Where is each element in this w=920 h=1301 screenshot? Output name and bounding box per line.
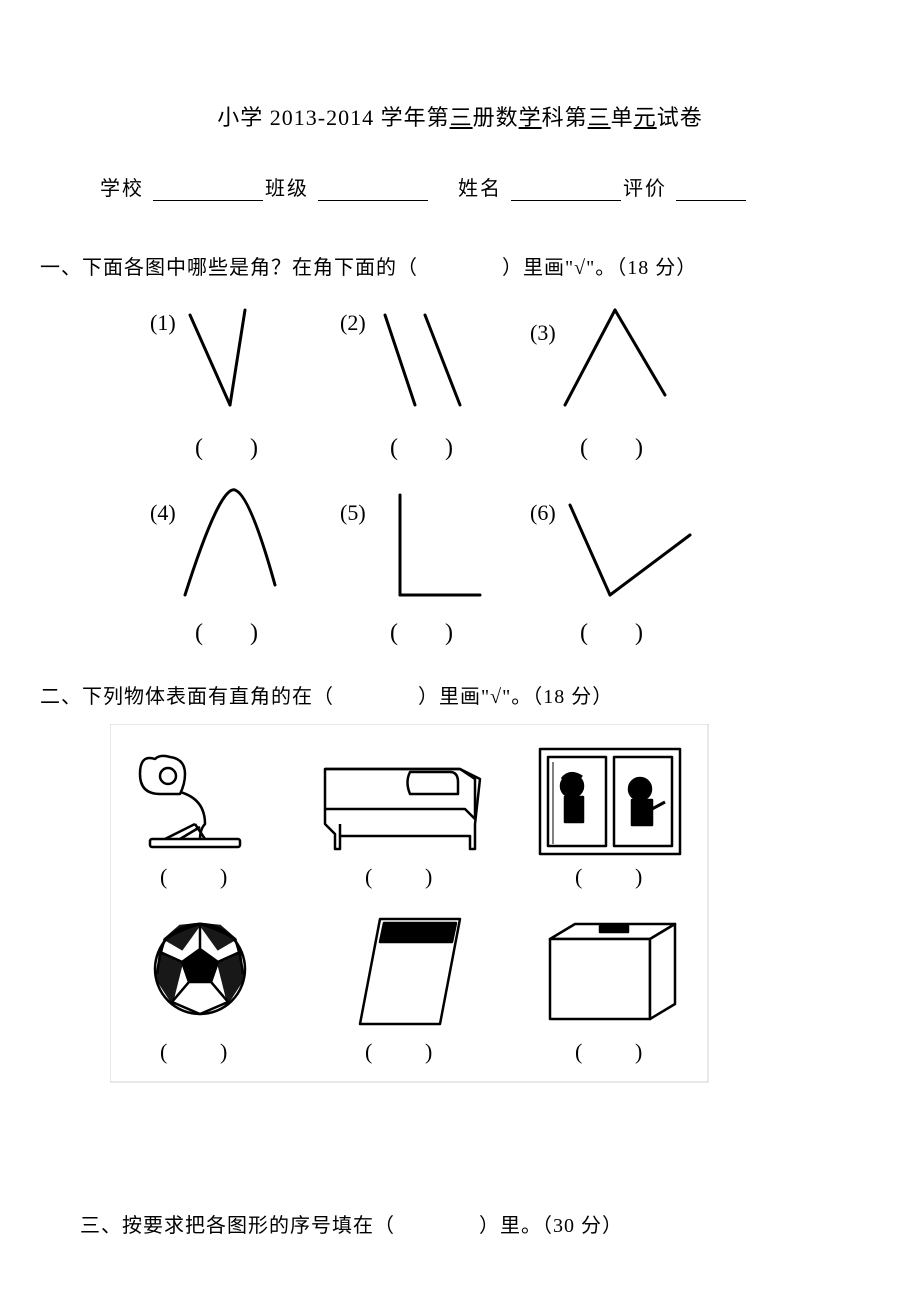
q1-paren-6r: ) xyxy=(635,620,643,646)
label-school: 学校 xyxy=(100,178,144,200)
bed-icon xyxy=(325,769,480,849)
q1-label-3: (3) xyxy=(530,320,556,345)
blank-name xyxy=(511,200,621,201)
q1-label-5: (5) xyxy=(340,500,366,525)
q1-label-4: (4) xyxy=(150,500,176,525)
box-icon xyxy=(550,924,675,1019)
q1-label-2: (2) xyxy=(340,310,366,335)
q1-paren-6l: ( xyxy=(580,620,588,646)
soccer-icon xyxy=(155,924,245,1014)
q1-paren-4r: ) xyxy=(250,620,258,646)
q2-text: 二、下列物体表面有直角的在（ ）里画"√"。（18 分） xyxy=(40,680,880,709)
svg-text:(: ( xyxy=(160,1039,167,1064)
svg-text:): ) xyxy=(635,1039,642,1064)
title-mid2: 科第 xyxy=(542,105,588,130)
q1-paren-2l: ( xyxy=(390,435,398,461)
book-icon: 练习 xyxy=(360,919,460,1024)
title-u3: 三 xyxy=(588,105,611,130)
q1-paren-5r: ) xyxy=(445,620,453,646)
q1-paren-5l: ( xyxy=(390,620,398,646)
svg-text:): ) xyxy=(425,864,432,889)
svg-text:): ) xyxy=(220,864,227,889)
svg-text:): ) xyxy=(425,1039,432,1064)
info-line: 学校 班级 姓名 评价 xyxy=(100,172,880,201)
q1-text: 一、下面各图中哪些是角？在角下面的（ ）里画"√"。（18 分） xyxy=(40,251,880,280)
label-class: 班级 xyxy=(265,178,309,200)
q1-paren-4l: ( xyxy=(195,620,203,646)
q1-paren-1l: ( xyxy=(195,435,203,461)
svg-text:(: ( xyxy=(160,864,167,889)
svg-text:(: ( xyxy=(575,864,582,889)
svg-text:(: ( xyxy=(365,1039,372,1064)
title-suffix: 试卷 xyxy=(657,105,703,130)
title-mid1: 册数 xyxy=(473,105,519,130)
blank-class xyxy=(318,200,428,201)
q2-figure: ( ) ( ) ( ) xyxy=(110,724,880,1089)
title-u2: 学 xyxy=(519,105,542,130)
q1-paren-3r: ) xyxy=(635,435,643,461)
q1-figure: (1) ( ) (2) ( ) (3) ( ) (4) ( ) (5 xyxy=(110,295,880,665)
exam-title: 小学 2013-2014 学年第三册数学科第三单元试卷 xyxy=(40,100,880,132)
title-mid3: 单 xyxy=(611,105,634,130)
q1-paren-1r: ) xyxy=(250,435,258,461)
window-icon xyxy=(540,749,680,854)
svg-text:(: ( xyxy=(365,864,372,889)
blank-school xyxy=(153,200,263,201)
blank-grade xyxy=(676,200,746,201)
q1-paren-2r: ) xyxy=(445,435,453,461)
q1-label-6: (6) xyxy=(530,500,556,525)
title-u4: 元 xyxy=(634,105,657,130)
q3-text: 三、按要求把各图形的序号填在（ ）里。（30 分） xyxy=(80,1209,880,1238)
q1-label-1: (1) xyxy=(150,310,176,335)
svg-text:): ) xyxy=(635,864,642,889)
svg-text:练习: 练习 xyxy=(398,925,426,941)
label-grade: 评价 xyxy=(623,178,667,200)
q1-paren-3l: ( xyxy=(580,435,588,461)
label-name: 姓名 xyxy=(458,178,502,200)
svg-text:(: ( xyxy=(575,1039,582,1064)
title-u1: 三 xyxy=(450,105,473,130)
title-prefix: 小学 2013-2014 学年第 xyxy=(217,105,449,130)
lamp-icon xyxy=(140,756,240,847)
svg-text:): ) xyxy=(220,1039,227,1064)
